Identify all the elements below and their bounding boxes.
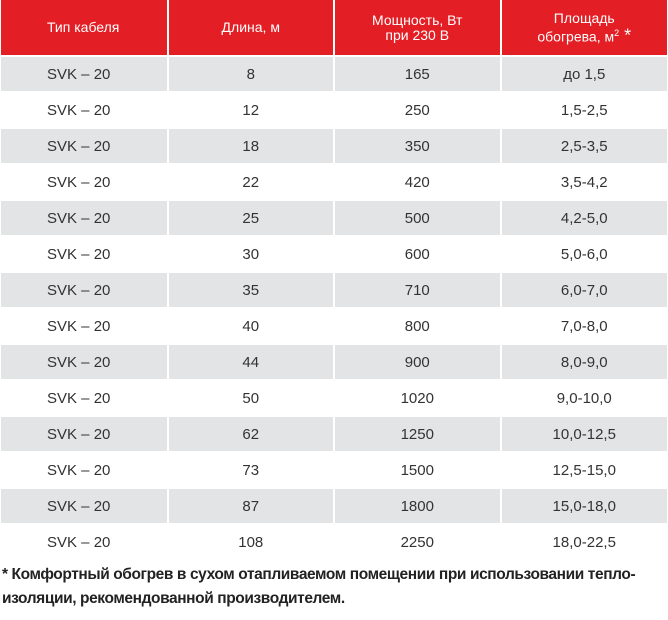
cell-area: 10,0-12,5 — [500, 415, 667, 452]
cell-area: 3,5-4,2 — [500, 163, 667, 200]
table-row: SVK – 20 8 165 до 1,5 — [1, 55, 667, 92]
cell-cable-type: SVK – 20 — [1, 379, 169, 416]
header-power: Мощность, Вт при 230 В — [334, 0, 502, 56]
header-area-sup: 2 — [614, 27, 620, 38]
cell-power: 250 — [334, 91, 502, 128]
table-header-row: Тип кабеля Длина, м Мощность, Вт при 230 … — [1, 0, 667, 56]
cell-cable-type: SVK – 20 — [1, 487, 169, 524]
cell-length: 44 — [167, 343, 335, 380]
cell-area: 18,0-22,5 — [500, 523, 667, 559]
table-row: SVK – 20 22 420 3,5-4,2 — [1, 163, 667, 200]
cell-length: 62 — [167, 415, 335, 452]
cell-length: 22 — [167, 163, 335, 200]
cell-length: 8 — [167, 55, 335, 92]
cell-cable-type: SVK – 20 — [1, 307, 169, 344]
table-row: SVK – 20 30 600 5,0-6,0 — [1, 235, 667, 272]
cell-cable-type: SVK – 20 — [1, 451, 169, 488]
header-area-star: * — [619, 25, 632, 46]
cell-power: 420 — [334, 163, 502, 200]
table-row: SVK – 20 50 1020 9,0-10,0 — [1, 379, 667, 416]
footnote-line2: изоляции, рекомендованной производителем… — [2, 590, 345, 607]
cell-area: 5,0-6,0 — [500, 235, 667, 272]
cell-cable-type: SVK – 20 — [1, 235, 169, 272]
cell-cable-type: SVK – 20 — [1, 271, 169, 308]
cell-area: 6,0-7,0 — [500, 271, 667, 308]
header-power-line2: при 230 В — [385, 26, 450, 43]
cell-cable-type: SVK – 20 — [1, 415, 169, 452]
cell-area: 4,2-5,0 — [500, 199, 667, 236]
table-row: SVK – 20 73 1500 12,5-15,0 — [1, 451, 667, 488]
header-power-line1: Мощность, Вт — [372, 11, 463, 28]
cell-power: 1800 — [334, 487, 502, 524]
cell-cable-type: SVK – 20 — [1, 523, 169, 559]
footnote-line1: * Комфортный обогрев в сухом отапливаемо… — [2, 566, 636, 583]
footnote: * Комфортный обогрев в сухом отапливаемо… — [0, 559, 668, 611]
cell-length: 73 — [167, 451, 335, 488]
cell-cable-type: SVK – 20 — [1, 343, 169, 380]
cell-cable-type: SVK – 20 — [1, 91, 169, 128]
cell-length: 30 — [167, 235, 335, 272]
cell-power: 1250 — [334, 415, 502, 452]
header-area-line2: обогрева, м — [537, 28, 615, 45]
cell-power: 1500 — [334, 451, 502, 488]
cable-spec-table: Тип кабеля Длина, м Мощность, Вт при 230 … — [1, 0, 667, 559]
cell-length: 35 — [167, 271, 335, 308]
table-row: SVK – 20 62 1250 10,0-12,5 — [1, 415, 667, 452]
cell-area: 8,0-9,0 — [500, 343, 667, 380]
cell-length: 50 — [167, 379, 335, 416]
table-row: SVK – 20 18 350 2,5-3,5 — [1, 127, 667, 164]
header-cable-type: Тип кабеля — [1, 0, 169, 56]
table-row: SVK – 20 87 1800 15,0-18,0 — [1, 487, 667, 524]
cell-power: 500 — [334, 199, 502, 236]
table-row: SVK – 20 25 500 4,2-5,0 — [1, 199, 667, 236]
header-area: Площадь обогрева, м2 * — [500, 0, 667, 56]
cell-power: 800 — [334, 307, 502, 344]
table-row: SVK – 20 44 900 8,0-9,0 — [1, 343, 667, 380]
cell-area: до 1,5 — [500, 55, 667, 92]
table-row: SVK – 20 40 800 7,0-8,0 — [1, 307, 667, 344]
cell-power: 600 — [334, 235, 502, 272]
table-row: SVK – 20 108 2250 18,0-22,5 — [1, 523, 667, 559]
cell-length: 18 — [167, 127, 335, 164]
cell-power: 350 — [334, 127, 502, 164]
cell-length: 40 — [167, 307, 335, 344]
cell-area: 12,5-15,0 — [500, 451, 667, 488]
cell-power: 710 — [334, 271, 502, 308]
header-area-line1: Площадь — [553, 9, 615, 26]
cell-area: 15,0-18,0 — [500, 487, 667, 524]
cell-length: 108 — [167, 523, 335, 559]
header-length: Длина, м — [167, 0, 335, 56]
cell-cable-type: SVK – 20 — [1, 127, 169, 164]
cell-cable-type: SVK – 20 — [1, 55, 169, 92]
cell-area: 9,0-10,0 — [500, 379, 667, 416]
cell-power: 1020 — [334, 379, 502, 416]
cell-area: 1,5-2,5 — [500, 91, 667, 128]
cell-power: 900 — [334, 343, 502, 380]
table-row: SVK – 20 12 250 1,5-2,5 — [1, 91, 667, 128]
cell-area: 7,0-8,0 — [500, 307, 667, 344]
cell-cable-type: SVK – 20 — [1, 199, 169, 236]
cell-length: 87 — [167, 487, 335, 524]
cell-length: 25 — [167, 199, 335, 236]
cell-power: 165 — [334, 55, 502, 92]
cell-area: 2,5-3,5 — [500, 127, 667, 164]
cell-cable-type: SVK – 20 — [1, 163, 169, 200]
cell-power: 2250 — [334, 523, 502, 559]
cell-length: 12 — [167, 91, 335, 128]
table-row: SVK – 20 35 710 6,0-7,0 — [1, 271, 667, 308]
